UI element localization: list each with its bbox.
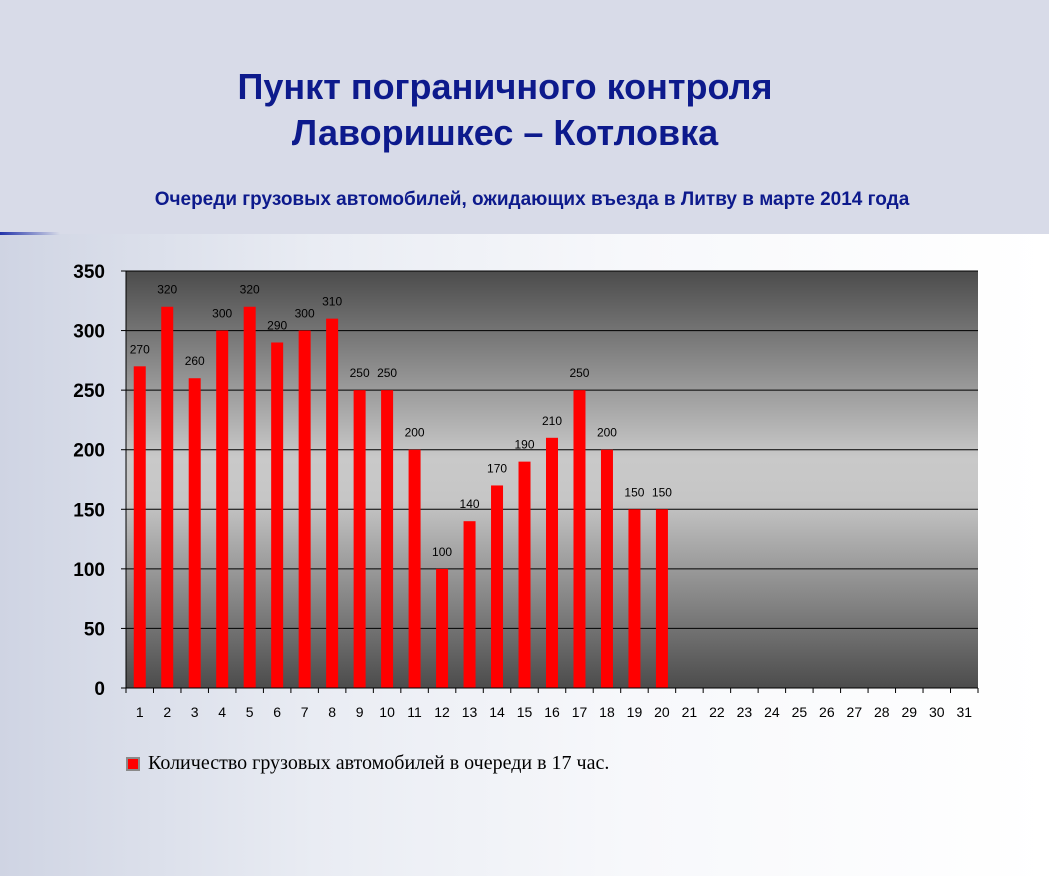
x-tick-label: 4 — [218, 704, 226, 720]
bar — [600, 449, 613, 688]
data-label: 300 — [295, 307, 315, 321]
y-tick-label: 200 — [73, 441, 105, 462]
chart-legend: Количество грузовых автомобилей в очеред… — [126, 752, 609, 775]
data-label: 320 — [240, 283, 260, 297]
bar — [161, 306, 174, 688]
x-tick-label: 14 — [489, 704, 505, 720]
x-tick-label: 30 — [929, 704, 945, 720]
y-tick-label: 350 — [73, 262, 105, 283]
header-band — [0, 0, 1049, 234]
y-tick-label: 50 — [84, 619, 105, 640]
bar — [353, 390, 366, 688]
x-tick-label: 20 — [654, 704, 670, 720]
data-label: 300 — [212, 307, 232, 321]
x-tick-label: 31 — [956, 704, 972, 720]
data-label: 310 — [322, 295, 342, 309]
bar — [436, 568, 449, 688]
bar — [408, 449, 421, 688]
bar — [381, 390, 394, 688]
x-tick-label: 11 — [407, 704, 422, 720]
x-tick-label: 21 — [682, 704, 698, 720]
x-tick-label: 23 — [737, 704, 753, 720]
x-tick-label: 16 — [544, 704, 560, 720]
x-tick-label: 7 — [301, 704, 309, 720]
bar — [133, 366, 146, 688]
x-tick-label: 3 — [191, 704, 199, 720]
data-label: 150 — [624, 485, 644, 499]
x-tick-label: 8 — [328, 704, 336, 720]
data-label: 250 — [377, 366, 397, 380]
title-line-2: Лаворишкес – Котловка — [291, 112, 719, 153]
title-line-1: Пункт пограничного контроля — [237, 66, 773, 107]
data-label: 260 — [185, 354, 205, 368]
legend-swatch — [126, 756, 140, 771]
bar — [573, 390, 586, 688]
bar — [491, 485, 504, 688]
bar — [216, 330, 229, 688]
x-tick-label: 10 — [379, 704, 395, 720]
x-tick-label: 18 — [599, 704, 615, 720]
bar — [655, 509, 668, 688]
data-label: 200 — [405, 426, 425, 440]
slide-title: Пункт пограничного контроля Лаворишкес –… — [0, 64, 1010, 156]
x-tick-label: 24 — [764, 704, 780, 720]
data-label: 290 — [267, 318, 287, 332]
bar — [326, 318, 339, 688]
data-label: 250 — [569, 366, 589, 380]
bar — [298, 330, 311, 688]
x-tick-label: 5 — [246, 704, 254, 720]
y-tick-label: 100 — [73, 560, 105, 581]
data-label: 150 — [652, 485, 672, 499]
x-tick-label: 22 — [709, 704, 725, 720]
x-tick-label: 27 — [847, 704, 863, 720]
y-tick-label: 0 — [94, 679, 105, 700]
legend-label: Количество грузовых автомобилей в очеред… — [148, 752, 610, 774]
slide-subtitle: Очереди грузовых автомобилей, ожидающих … — [154, 189, 910, 210]
bar — [271, 342, 284, 688]
data-label: 100 — [432, 545, 452, 559]
data-label: 320 — [157, 283, 177, 297]
bar — [243, 306, 256, 688]
y-tick-label: 300 — [73, 322, 105, 343]
bar — [188, 378, 201, 688]
y-tick-label: 150 — [73, 500, 105, 521]
data-label: 200 — [597, 426, 617, 440]
x-tick-label: 28 — [874, 704, 890, 720]
x-tick-label: 17 — [572, 704, 588, 720]
x-tick-label: 29 — [902, 704, 918, 720]
x-tick-label: 2 — [163, 704, 171, 720]
x-tick-label: 9 — [356, 704, 364, 720]
x-tick-label: 26 — [819, 704, 835, 720]
header-accent-line — [0, 232, 60, 235]
bar — [518, 461, 531, 688]
x-tick-label: 1 — [136, 704, 144, 720]
x-tick-label: 25 — [792, 704, 808, 720]
x-tick-label: 15 — [517, 704, 533, 720]
data-label: 270 — [130, 342, 150, 356]
x-tick-label: 6 — [273, 704, 281, 720]
data-label: 190 — [515, 438, 535, 452]
y-tick-label: 250 — [73, 381, 105, 402]
data-label: 250 — [350, 366, 370, 380]
data-label: 140 — [460, 497, 480, 511]
x-tick-label: 13 — [462, 704, 478, 720]
data-label: 210 — [542, 414, 562, 428]
x-tick-label: 19 — [627, 704, 643, 720]
x-tick-label: 12 — [434, 704, 450, 720]
bar — [546, 437, 558, 688]
bar — [463, 521, 476, 688]
data-label: 170 — [487, 461, 507, 475]
bar — [628, 509, 641, 688]
